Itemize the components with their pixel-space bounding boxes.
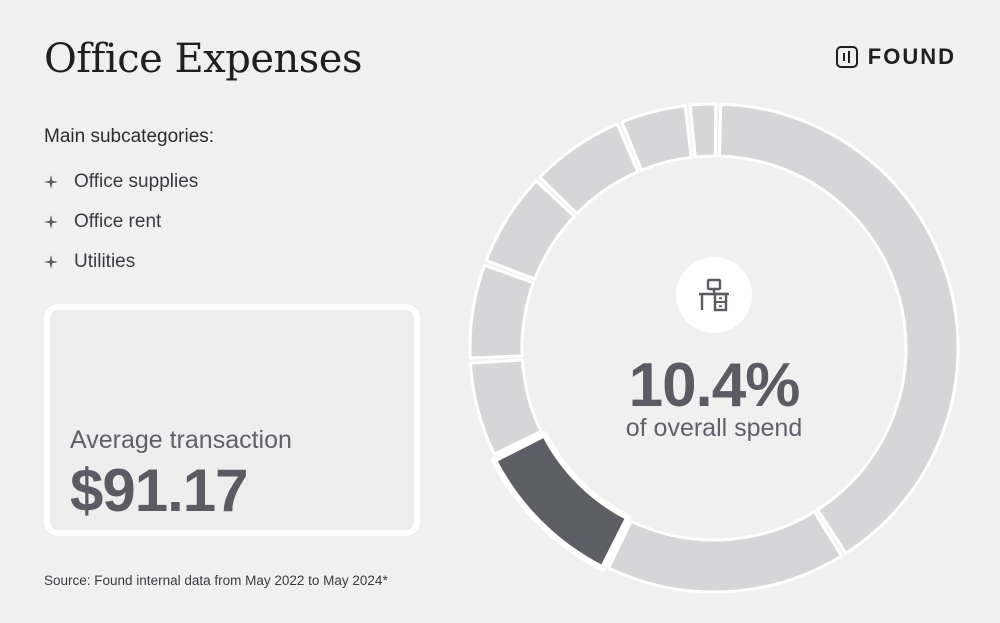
donut-segment (607, 510, 844, 594)
page-title: Office Expenses (44, 36, 363, 82)
source-note: Source: Found internal data from May 202… (44, 573, 388, 588)
donut-segment (484, 179, 576, 281)
list-item: Utilities (44, 242, 198, 282)
donut-segment (688, 102, 718, 159)
overall-spend-percentage: 10.4% (628, 351, 801, 420)
brand-name: FOUND (867, 44, 956, 69)
list-item: Office rent (44, 202, 198, 242)
found-logo-icon (835, 46, 858, 68)
subcategory-label: Office supplies (74, 171, 199, 192)
subcategories-heading: Main subcategories: (44, 126, 215, 147)
desk-icon-badge (676, 257, 752, 333)
subcategory-label: Utilities (74, 251, 136, 272)
brand-logo: FOUND (835, 44, 956, 70)
subcategory-label: Office rent (74, 211, 162, 232)
donut-segment (620, 104, 693, 172)
subcategories-list: Office supplies Office rent Utilities (44, 162, 198, 282)
donut-segment (538, 122, 640, 216)
overall-spend-caption: of overall spend (625, 414, 803, 442)
donut-segment-highlighted (490, 431, 632, 572)
donut-segment (717, 102, 960, 555)
desk-icon (699, 278, 729, 312)
average-transaction-box: Average transaction $91.17 (44, 304, 420, 536)
average-transaction-label: Average transaction (70, 426, 292, 454)
list-item: Office supplies (44, 162, 198, 202)
sparkle-icon (44, 215, 58, 229)
average-transaction-value: $91.17 (70, 457, 249, 524)
donut-segment (468, 358, 543, 456)
donut-segment (468, 263, 535, 360)
sparkle-icon (44, 255, 58, 269)
sparkle-icon (44, 175, 58, 189)
